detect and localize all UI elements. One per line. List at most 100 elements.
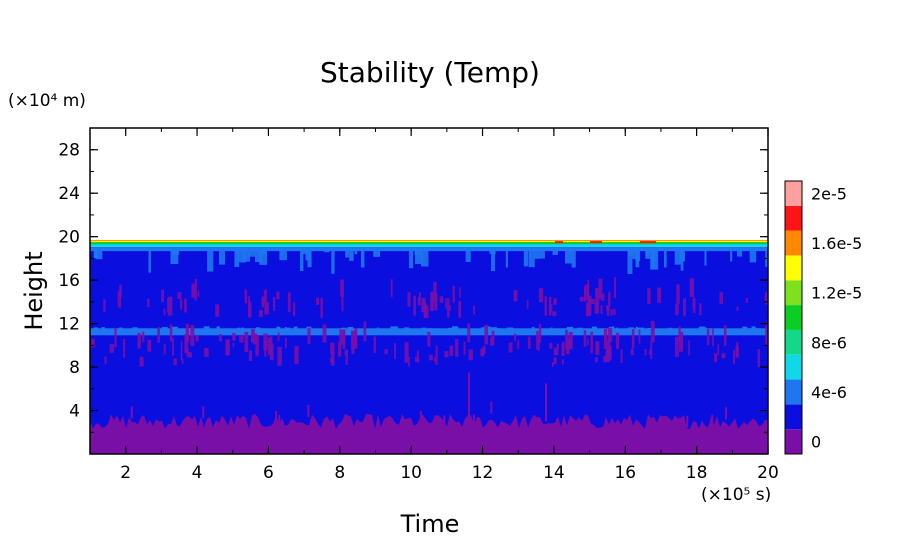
field-drip [408,248,414,269]
field-patch [561,341,565,356]
field-patch [514,333,517,341]
field-patch [674,336,679,357]
field-patch [480,350,484,357]
field-patch [484,324,489,345]
field-patch [552,311,557,316]
field-patch [508,342,513,353]
field-patch [613,308,616,316]
field-patch [264,302,269,315]
field-patch [429,354,433,361]
field-band-noise [516,329,523,335]
field-patch [467,323,471,343]
field-band-noise [418,329,421,334]
field-patch [169,324,173,342]
field-patch [584,284,590,301]
colorbar-swatch [785,429,802,454]
field-patch [331,352,335,366]
field-drip [539,248,545,259]
colorbar-frame [784,180,803,455]
x-multiplier: (×10⁵ s) [701,485,771,505]
field-band-noise [421,327,427,333]
y-tick-label: 24 [58,184,80,204]
field-patch [719,292,724,304]
field-band-noise [118,327,123,334]
field-patch [114,328,117,348]
field-patch [595,357,599,363]
x-tick-label: 12 [472,463,494,483]
field-patch [339,343,342,349]
field-band-noise [240,327,244,332]
field-patch [631,328,635,349]
field-band-noise [592,326,598,330]
colorbar-label: 1.6e-5 [811,234,862,253]
field-patch [544,296,547,316]
field-patch [137,332,141,349]
field-band-noise [403,327,410,332]
field-patch [255,335,259,356]
field-patch [449,345,454,356]
field-patch [678,331,684,352]
field-patch [699,303,702,316]
field-patch [351,346,355,354]
field-band-noise [101,327,105,331]
field-patch [590,298,595,304]
field-band-noise [544,329,549,333]
field-drip [170,248,179,265]
field-patch [473,305,476,315]
field-patch [735,346,739,358]
field-patch [688,340,690,356]
field-patch [595,287,600,304]
field-patch [345,350,348,365]
field-patch [448,305,451,311]
field-drip [242,248,250,262]
field-patch [565,329,568,350]
field-drip [259,248,268,265]
field-patch [583,330,587,347]
field-patch [549,304,553,313]
field-drip [331,248,335,274]
field-drip [552,248,558,255]
field-patch [579,296,584,302]
field-patch [491,330,495,346]
field-band-noise [495,328,501,331]
field-patch [435,345,438,366]
colorbar-swatch [785,205,802,231]
field-patch [717,343,720,356]
field-patch [613,277,617,298]
field-patch [184,334,189,354]
field-patch [590,331,593,354]
field-patch [173,358,177,366]
field-band-noise [751,326,756,330]
field-patch [181,359,184,364]
field-drip [234,248,240,267]
field-band-noise [550,327,553,331]
colorbar-swatch [785,305,802,330]
field-drip [254,248,262,263]
field-patch [444,351,449,358]
field-patch [330,342,335,354]
field-patch [163,308,166,316]
field-patch [568,332,573,350]
field-drip [749,248,757,263]
field-drip [148,248,151,273]
field-patch [527,336,531,349]
field-patch [647,288,651,304]
field-patch [404,342,409,363]
field-patch [316,297,320,305]
field-patch [616,332,620,349]
field-patch [250,329,255,343]
field-patch [261,296,265,308]
field-patch [184,298,187,313]
y-tick-label: 28 [58,141,80,161]
field-band-noise [309,328,316,334]
field-patch [172,337,175,356]
colorbar: 0 4e-6 8e-6 1.2e-5 1.6e-5 2e-5 [784,180,862,455]
field-patch [147,339,152,352]
field-patch [344,349,348,356]
field-patch [594,302,599,314]
field-band-noise [446,328,450,332]
colorbar-swatch [785,280,802,306]
field-band-noise [242,329,249,333]
field-patch [320,297,323,319]
field-patch [650,341,653,359]
